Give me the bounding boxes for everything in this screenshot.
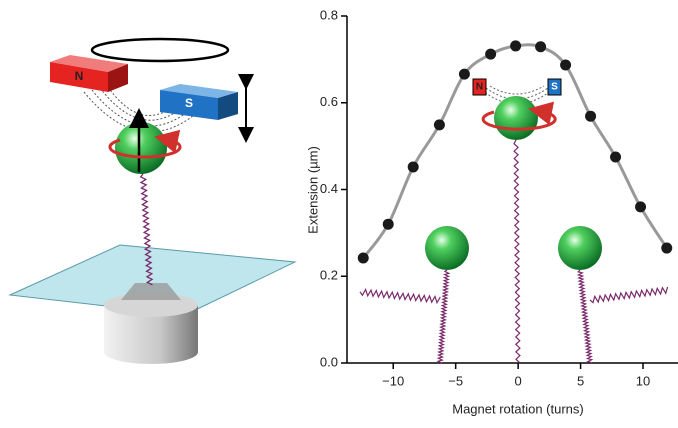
x-tick-label: −5 — [448, 373, 463, 388]
y-tick-label: 0.2 — [320, 268, 338, 283]
x-axis-title: Magnet rotation (turns) — [452, 401, 584, 416]
data-point — [407, 161, 419, 173]
inset-tether — [576, 269, 594, 364]
y-tick-label: 0.8 — [320, 7, 338, 22]
x-tick-label: 0 — [515, 373, 522, 388]
inset-bead — [558, 226, 602, 270]
data-point — [610, 151, 622, 163]
data-point — [535, 41, 547, 53]
inset-magnet-label: S — [551, 82, 558, 93]
inset-tether — [436, 269, 451, 364]
magnet-label: S — [185, 96, 193, 110]
inset-magnet-label: N — [476, 82, 483, 93]
data-point — [357, 252, 369, 264]
data-point — [485, 48, 497, 60]
inset-bead — [425, 226, 469, 270]
data-point — [382, 218, 394, 230]
y-tick-label: 0.4 — [320, 181, 338, 196]
y-tick-label: 0.6 — [320, 94, 338, 109]
diagram: N S — [8, 37, 297, 364]
data-point — [510, 40, 522, 52]
inset-coil — [359, 288, 441, 305]
x-tick-label: −10 — [382, 373, 404, 388]
inset-rotation — [481, 101, 557, 131]
data-point — [433, 119, 445, 131]
x-tick-label: 5 — [577, 373, 584, 388]
y-axis-title: Extension (µm) — [305, 146, 320, 234]
inset-tether — [513, 139, 521, 364]
objective — [104, 305, 198, 364]
data-point — [560, 59, 572, 71]
data-point — [458, 68, 470, 80]
inset-coil — [589, 286, 669, 304]
bead — [115, 122, 167, 174]
magnet-label: N — [75, 69, 84, 83]
x-tick-label: 10 — [636, 373, 650, 388]
plot: Extension (µm) Magnet rotation (turns) N… — [305, 7, 678, 416]
data-point — [661, 242, 673, 254]
inset-bead — [494, 96, 538, 140]
data-point — [585, 110, 597, 122]
dna-tether — [139, 173, 154, 286]
y-tick-label: 0.0 — [320, 354, 338, 369]
rotation-arrow — [90, 37, 230, 63]
data-point — [635, 201, 647, 213]
